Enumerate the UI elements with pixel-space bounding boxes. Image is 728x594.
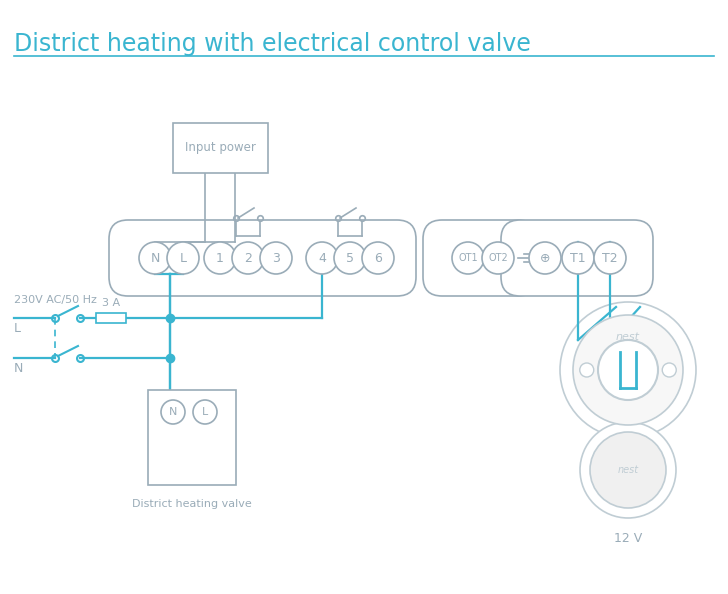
Text: 5: 5 [346,251,354,264]
FancyBboxPatch shape [109,220,416,296]
Text: nest: nest [617,465,638,475]
Circle shape [482,242,514,274]
Text: N: N [150,251,159,264]
FancyBboxPatch shape [96,313,126,323]
Circle shape [580,422,676,518]
Circle shape [590,432,666,508]
FancyBboxPatch shape [148,390,236,485]
Text: L: L [180,251,186,264]
Text: T2: T2 [602,251,618,264]
Text: ⊕: ⊕ [539,251,550,264]
Text: OT2: OT2 [488,253,508,263]
Text: 4: 4 [318,251,326,264]
Text: N: N [169,407,177,417]
Circle shape [579,363,594,377]
Text: 3 A: 3 A [102,298,120,308]
Circle shape [662,363,676,377]
Circle shape [334,242,366,274]
Text: OT1: OT1 [458,253,478,263]
Text: L: L [14,321,21,334]
Text: Input power: Input power [185,141,256,154]
Text: 12 V: 12 V [614,532,642,545]
Circle shape [598,340,658,400]
Circle shape [594,242,626,274]
Text: 3: 3 [272,251,280,264]
Text: T1: T1 [570,251,586,264]
FancyBboxPatch shape [423,220,537,296]
Circle shape [452,242,484,274]
Circle shape [260,242,292,274]
Circle shape [232,242,264,274]
Text: 6: 6 [374,251,382,264]
Text: nest: nest [616,332,640,342]
Circle shape [204,242,236,274]
Circle shape [362,242,394,274]
Text: 2: 2 [244,251,252,264]
Circle shape [167,242,199,274]
Circle shape [306,242,338,274]
Text: N: N [14,362,23,374]
Circle shape [139,242,171,274]
Circle shape [573,315,683,425]
Circle shape [529,242,561,274]
Text: District heating valve: District heating valve [132,499,252,509]
FancyBboxPatch shape [173,123,267,173]
Text: 1: 1 [216,251,224,264]
Circle shape [560,302,696,438]
Text: District heating with electrical control valve: District heating with electrical control… [14,32,531,56]
FancyBboxPatch shape [501,220,653,296]
Text: 230V AC/50 Hz: 230V AC/50 Hz [14,295,97,305]
Circle shape [161,400,185,424]
Circle shape [562,242,594,274]
Text: L: L [202,407,208,417]
Circle shape [193,400,217,424]
